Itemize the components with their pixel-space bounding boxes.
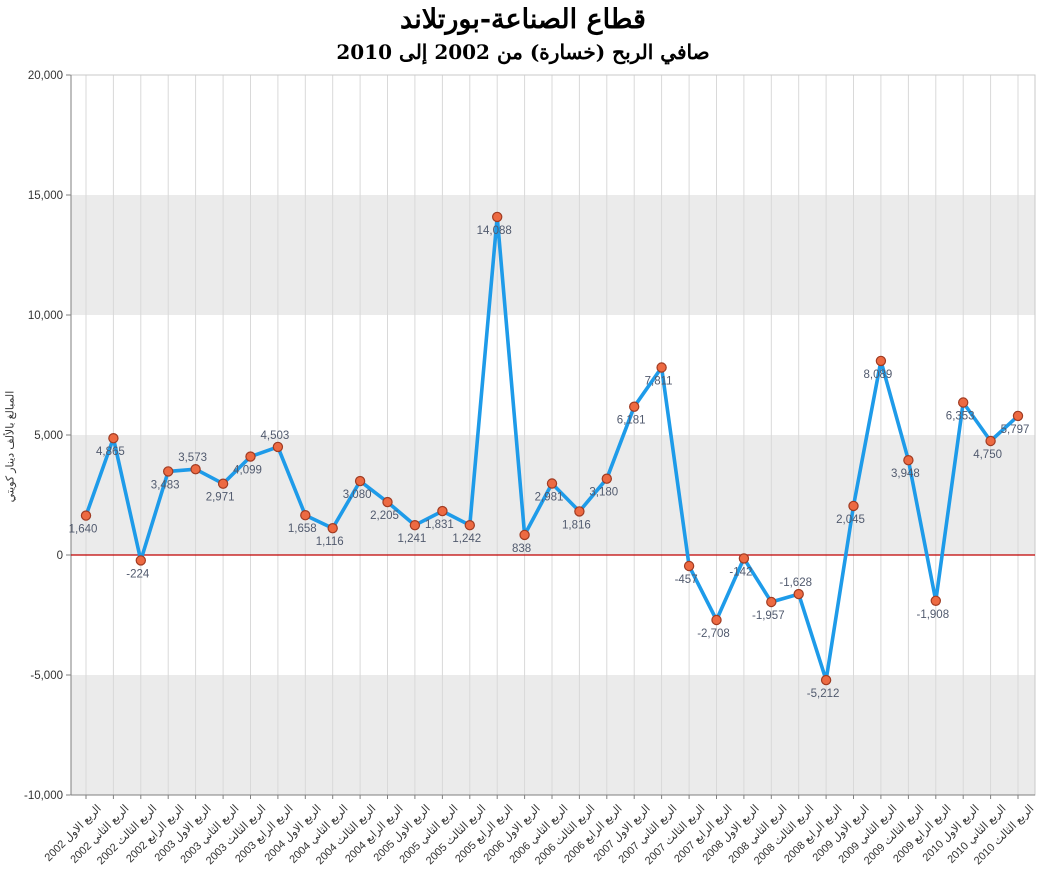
y-tick-label: 5,000 — [34, 430, 63, 442]
data-point-label: -1,957 — [752, 610, 785, 622]
data-point-label: 4,750 — [973, 449, 1002, 461]
plot-band — [71, 195, 1035, 315]
data-point — [492, 211, 503, 223]
data-point — [382, 496, 393, 508]
data-point-label: 6,181 — [617, 415, 646, 427]
data-point-label: 838 — [512, 543, 531, 555]
data-point-label: 1,831 — [425, 519, 454, 531]
data-point-label: 1,640 — [69, 524, 98, 536]
y-tick-label: 0 — [57, 550, 63, 562]
data-point-label: 8,089 — [864, 369, 893, 381]
data-point-label: 2,045 — [836, 514, 865, 526]
data-point — [409, 520, 421, 531]
y-tick-label: 10,000 — [28, 310, 63, 322]
data-point — [108, 433, 119, 444]
data-point-label: 2,205 — [370, 510, 399, 522]
data-point — [162, 466, 174, 477]
data-point — [875, 355, 887, 367]
data-point-label: 3,180 — [589, 487, 618, 499]
data-point — [985, 435, 996, 447]
data-point-label: 3,948 — [891, 468, 920, 480]
data-point — [903, 455, 914, 466]
chart-title: قطاع الصناعة-بورتلاند — [400, 4, 646, 35]
data-point — [272, 441, 284, 453]
data-point-label: 1,242 — [452, 533, 481, 545]
data-point — [1012, 410, 1024, 422]
data-point-label: -1,628 — [779, 577, 812, 589]
data-point — [437, 505, 448, 517]
plot-band — [71, 675, 1035, 795]
data-point-label: 4,099 — [233, 465, 262, 477]
data-point-label: -2,708 — [697, 628, 730, 640]
data-point-label: 1,241 — [398, 533, 427, 545]
data-point — [327, 523, 338, 534]
data-point — [464, 520, 475, 531]
data-point — [683, 560, 695, 572]
data-point — [546, 478, 558, 489]
data-point-label: 3,573 — [178, 452, 207, 464]
y-tick-label: -5,000 — [30, 670, 63, 682]
data-point — [574, 506, 585, 517]
data-point — [190, 464, 201, 475]
y-tick-label: 15,000 — [28, 190, 63, 202]
data-point-label: -224 — [126, 568, 150, 580]
data-point-label: 4,503 — [261, 430, 290, 442]
data-point-label: -142 — [729, 566, 752, 578]
data-point — [245, 451, 256, 462]
data-point — [766, 596, 777, 608]
data-point — [80, 510, 92, 521]
plot-band — [71, 435, 1035, 555]
data-point — [848, 500, 859, 512]
chart-subtitle: صافي الربح (خسارة) من 2002 إلى 2010 — [336, 40, 710, 64]
data-point — [519, 529, 530, 541]
data-point-label: 3,483 — [151, 479, 180, 491]
y-tick-label: 20,000 — [28, 70, 63, 82]
data-point — [601, 473, 613, 484]
data-point-label: 2,971 — [206, 492, 235, 504]
data-point-label: 7,811 — [645, 376, 673, 388]
data-point — [354, 475, 366, 487]
data-point — [930, 595, 942, 607]
data-point — [711, 614, 722, 626]
data-point-label: -457 — [675, 574, 698, 586]
data-point — [738, 553, 750, 564]
data-point-label: 1,658 — [288, 523, 317, 535]
data-point — [820, 674, 832, 686]
data-point-label: 2,981 — [535, 492, 564, 504]
data-point — [300, 510, 311, 521]
data-point — [217, 478, 229, 489]
data-point-label: 5,797 — [1001, 424, 1030, 436]
data-point-label: 6,353 — [946, 411, 975, 423]
data-point — [629, 401, 640, 412]
data-point-label: -1,908 — [916, 609, 949, 621]
data-point-label: 14,088 — [477, 225, 512, 237]
data-point — [958, 397, 969, 408]
data-point-label: 3,080 — [343, 489, 372, 501]
y-tick-label: -10,000 — [24, 790, 63, 802]
data-point — [135, 555, 146, 566]
data-point-label: -5,212 — [807, 688, 840, 700]
data-point — [793, 588, 804, 600]
data-point-label: 1,816 — [562, 519, 591, 531]
data-point-label: 4,865 — [96, 446, 125, 458]
data-point-label: 1,116 — [316, 536, 344, 548]
data-point — [656, 362, 667, 373]
